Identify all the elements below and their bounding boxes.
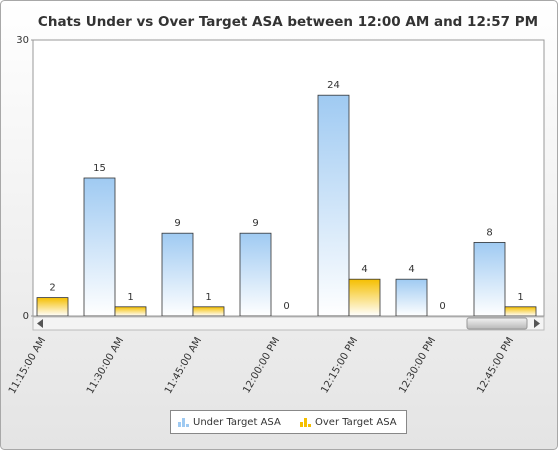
legend-icon — [178, 422, 181, 427]
bar — [192, 306, 225, 316]
legend-icon — [308, 424, 311, 427]
bar — [504, 306, 537, 316]
data-label: 1 — [517, 292, 523, 303]
data-label: 8 — [486, 227, 492, 238]
scroll-right[interactable] — [534, 319, 540, 328]
bar — [83, 177, 116, 316]
legend-icon — [182, 418, 185, 427]
bar — [161, 232, 194, 316]
bar — [473, 241, 506, 316]
legend — [170, 410, 407, 434]
data-label: 15 — [93, 163, 106, 174]
bar — [36, 297, 69, 316]
y-tick-label: 30 — [16, 35, 29, 46]
scroll-left[interactable] — [37, 319, 43, 328]
scroll-track[interactable] — [32, 316, 545, 331]
data-label: 4 — [408, 264, 414, 275]
legend-icon — [186, 424, 189, 427]
plot-area — [32, 39, 545, 317]
data-label: 9 — [174, 218, 180, 229]
data-label: 2 — [49, 283, 55, 294]
bar — [239, 232, 272, 316]
data-label: 0 — [283, 301, 289, 312]
bar — [395, 278, 428, 316]
data-label: 4 — [361, 264, 367, 275]
bar — [114, 306, 147, 316]
scrollbar[interactable] — [32, 316, 545, 331]
data-label: 24 — [327, 80, 340, 91]
bar — [348, 278, 381, 316]
legend-label: Under Target ASA — [193, 417, 281, 428]
data-label: 0 — [439, 301, 445, 312]
legend-icon — [304, 418, 307, 427]
data-label: 9 — [252, 218, 258, 229]
bar — [317, 94, 350, 316]
chart-title: Chats Under vs Over Target ASA between 1… — [38, 14, 538, 30]
legend-label: Over Target ASA — [315, 417, 397, 428]
legend-icon — [300, 422, 303, 427]
bars — [36, 94, 537, 316]
y-tick-label: 0 — [23, 311, 29, 322]
data-label: 1 — [205, 292, 211, 303]
data-label: 1 — [127, 292, 133, 303]
scroll-thumb[interactable] — [466, 317, 528, 330]
